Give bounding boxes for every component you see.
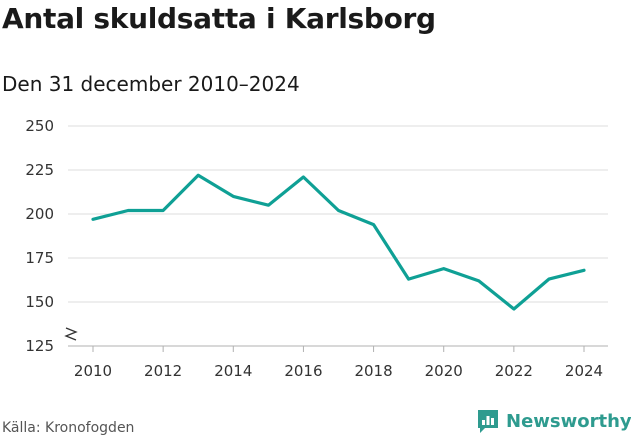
y-tick-label: 150	[25, 293, 54, 311]
x-tick-label: 2016	[284, 362, 322, 380]
x-tick-label: 2014	[214, 362, 252, 380]
y-tick-label: 175	[25, 249, 54, 267]
y-tick-label: 225	[25, 161, 54, 179]
axis-break-icon	[64, 327, 78, 341]
x-tick-label: 2024	[565, 362, 603, 380]
chart-title: Antal skuldsatta i Karlsborg	[2, 2, 436, 35]
brand-name: Newsworthy	[506, 410, 631, 432]
y-tick-label: 200	[25, 205, 54, 223]
chart-subtitle: Den 31 december 2010–2024	[2, 72, 300, 96]
y-tick-label: 250	[25, 117, 54, 135]
x-tick-label: 2018	[354, 362, 392, 380]
source-note: Källa: Kronofogden	[2, 420, 135, 436]
newsworthy-logo-icon	[478, 410, 498, 433]
x-tick-label: 2022	[495, 362, 533, 380]
x-tick-label: 2020	[425, 362, 463, 380]
series-line	[91, 173, 586, 311]
x-tick-label: 2010	[74, 362, 112, 380]
x-tick-label: 2012	[144, 362, 182, 380]
brand-logo: Newsworthy	[476, 408, 631, 434]
y-tick-label: 125	[25, 337, 54, 355]
